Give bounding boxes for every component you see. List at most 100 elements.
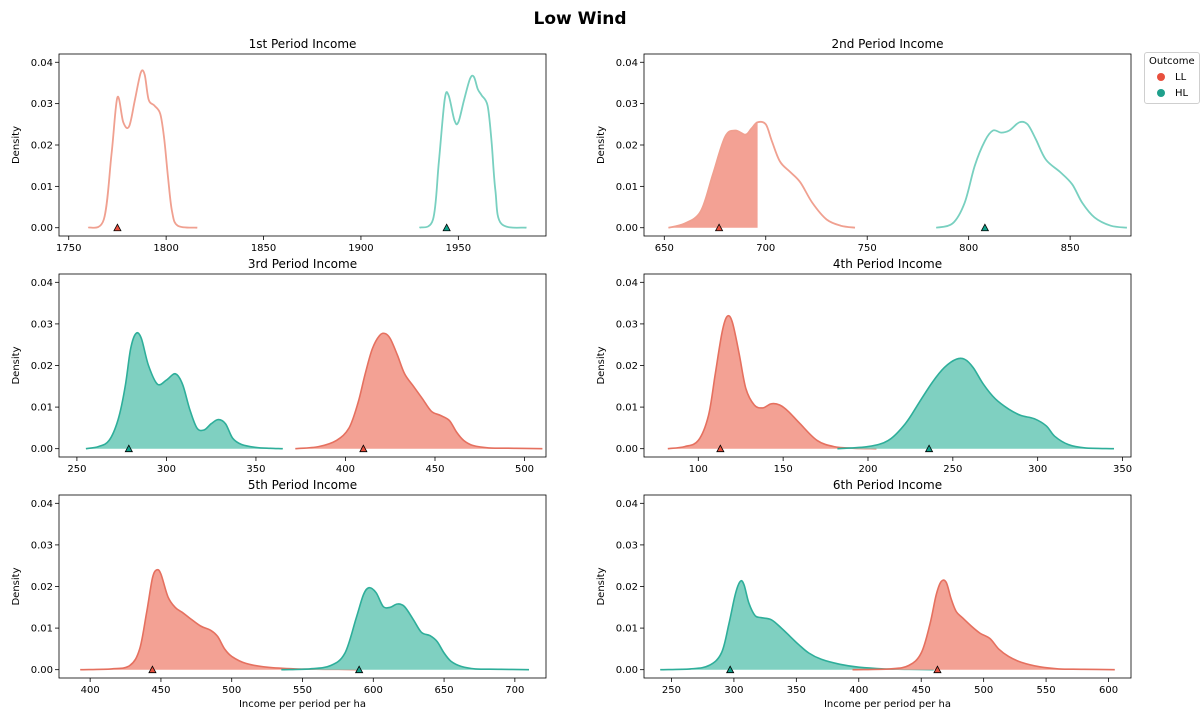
subplot-5: 5th Period Income 400 450 500 550 600 650 700 0.… <box>11 478 547 710</box>
median-marker-ll <box>359 444 368 453</box>
x-tick-label: 200 <box>858 464 877 475</box>
y-axis-label: Density <box>11 567 22 605</box>
median-marker-hl <box>725 665 735 674</box>
x-tick-label: 350 <box>787 685 806 696</box>
y-tick-label: 0.04 <box>616 499 638 510</box>
y-tick-label: 0.02 <box>31 361 53 372</box>
median-marker-ll <box>933 665 942 674</box>
y-tick-label: 0.00 <box>31 223 53 234</box>
density-area-ll <box>295 333 543 449</box>
y-axis-label: Density <box>596 126 607 164</box>
median-marker-ll <box>714 223 724 232</box>
x-tick-label: 150 <box>774 464 793 475</box>
density-line-hl <box>935 120 1127 229</box>
legend-ll-label: LL <box>1175 72 1187 83</box>
x-tick-label: 250 <box>67 464 86 475</box>
legend: Outcome LL HL <box>1144 52 1200 104</box>
y-tick-label: 0.04 <box>31 58 53 69</box>
median-marker-ll <box>716 444 725 453</box>
subplot-title: 6th Period Income <box>833 478 942 492</box>
x-tick-label: 300 <box>724 685 743 696</box>
median-marker-hl <box>924 444 934 453</box>
density-line-ll <box>80 568 360 671</box>
y-tick-label: 0.04 <box>616 58 638 69</box>
x-tick-label: 700 <box>756 243 775 254</box>
density-line-ll <box>668 120 856 229</box>
subplot-6: 6th Period Income 250 300 350 400 450 500 550 60… <box>596 478 1132 710</box>
y-axis-label: Density <box>596 346 607 384</box>
y-axis-label: Density <box>11 346 22 384</box>
y-tick-label: 0.03 <box>616 319 638 330</box>
legend-title: Outcome <box>1149 56 1195 67</box>
y-tick-label: 0.01 <box>616 182 638 193</box>
y-tick-label: 0.00 <box>616 223 638 234</box>
subplot-2: 2nd Period Income 650 700 750 800 850 0.00 0.01… <box>596 37 1132 254</box>
density-area-hl <box>837 358 1114 449</box>
subplot-1: 1st Period Income 1750 1800 1850 1900 1950 0.0… <box>11 37 547 254</box>
legend-hl-marker-icon <box>1157 89 1165 97</box>
y-tick-label: 0.04 <box>31 499 53 510</box>
median-marker-hl <box>442 223 451 232</box>
x-tick-label: 400 <box>81 685 100 696</box>
figure-title: Low Wind <box>533 9 627 29</box>
x-tick-label: 400 <box>849 685 868 696</box>
x-tick-label: 800 <box>959 243 978 254</box>
x-tick-label: 1800 <box>153 243 178 254</box>
density-line-hl <box>837 357 1115 450</box>
x-tick-label: 350 <box>1113 464 1132 475</box>
y-tick-label: 0.01 <box>31 182 53 193</box>
x-tick-label: 650 <box>435 685 454 696</box>
y-tick-label: 0.00 <box>31 444 53 455</box>
y-tick-label: 0.01 <box>31 624 53 635</box>
y-tick-label: 0.03 <box>31 319 53 330</box>
subplot-title: 3rd Period Income <box>248 257 357 271</box>
x-tick-label: 700 <box>505 685 524 696</box>
y-tick-label: 0.03 <box>31 99 53 110</box>
legend-ll-marker-icon <box>1157 73 1165 81</box>
x-tick-label: 350 <box>246 464 265 475</box>
legend-hl-label: HL <box>1175 88 1189 99</box>
x-tick-label: 1900 <box>348 243 373 254</box>
density-line-ll <box>667 314 877 450</box>
density-line-hl <box>281 586 530 671</box>
density-area-ll <box>667 315 877 449</box>
subplot-title: 1st Period Income <box>249 37 357 51</box>
subplot-3: 3rd Period Income 250 300 350 400 450 500 0.00 0… <box>11 257 547 475</box>
y-axis-label: Density <box>11 126 22 164</box>
density-area-ll <box>80 569 360 670</box>
x-axis-label: Income per period per ha <box>239 699 366 710</box>
x-tick-label: 500 <box>515 464 534 475</box>
x-tick-label: 550 <box>1037 685 1056 696</box>
x-tick-label: 450 <box>151 685 170 696</box>
y-tick-label: 0.01 <box>31 403 53 414</box>
y-tick-label: 0.02 <box>616 582 638 593</box>
median-marker-ll <box>148 665 157 674</box>
y-tick-label: 0.04 <box>616 278 638 289</box>
subplot-title: 4th Period Income <box>833 257 942 271</box>
subplot-4: 4th Period Income 100 150 200 250 300 350 0.00 0… <box>596 257 1132 475</box>
subplot-title: 5th Period Income <box>248 478 357 492</box>
density-line-ll <box>852 579 1115 671</box>
legend-entry-ll: LL <box>1157 72 1186 83</box>
x-tick-label: 300 <box>157 464 176 475</box>
median-marker-hl <box>354 665 364 674</box>
y-tick-label: 0.03 <box>616 99 638 110</box>
density-line-ll <box>87 69 198 229</box>
x-axis-label: Income per period per ha <box>824 699 951 710</box>
x-tick-label: 100 <box>689 464 708 475</box>
density-line-hl <box>85 331 283 450</box>
x-tick-label: 650 <box>655 243 674 254</box>
x-tick-label: 850 <box>1061 243 1080 254</box>
y-tick-label: 0.04 <box>31 278 53 289</box>
x-tick-label: 250 <box>943 464 962 475</box>
y-tick-label: 0.00 <box>31 665 53 676</box>
y-tick-label: 0.00 <box>616 665 638 676</box>
density-area-ll <box>852 580 1115 670</box>
y-tick-label: 0.02 <box>31 141 53 152</box>
x-tick-label: 450 <box>425 464 444 475</box>
x-tick-label: 550 <box>293 685 312 696</box>
x-tick-label: 1850 <box>251 243 276 254</box>
median-marker-ll <box>113 223 122 232</box>
y-tick-label: 0.01 <box>616 403 638 414</box>
